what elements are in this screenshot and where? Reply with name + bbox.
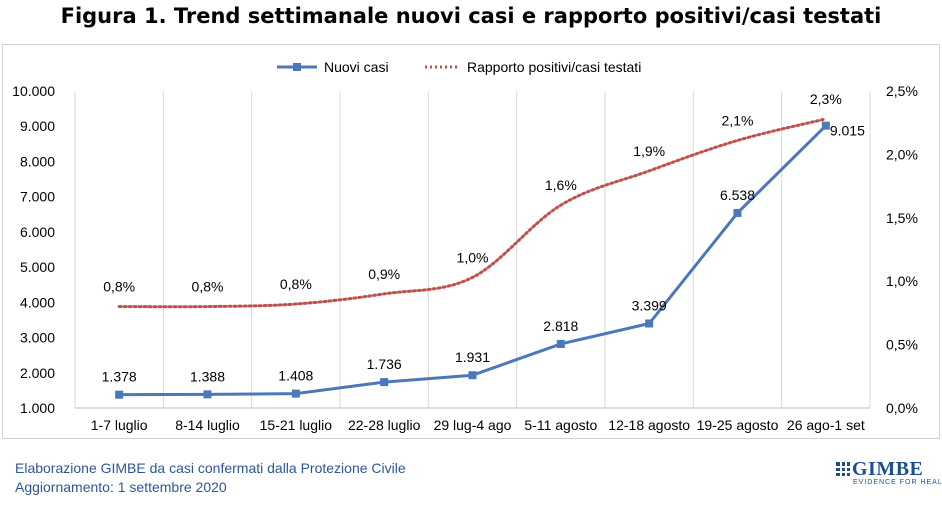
footer-update: Aggiornamento: 1 settembre 2020	[15, 479, 227, 495]
data-point-nuovi-casi	[291, 389, 300, 398]
right-tick-label: 2,0%	[886, 146, 918, 162]
data-label-rapporto: 0,8%	[103, 279, 135, 295]
category-label: 15-21 luglio	[260, 417, 333, 433]
category-label: 8-14 luglio	[175, 417, 240, 433]
data-label-nuovi-casi: 2.818	[543, 318, 578, 334]
category-label: 22-28 luglio	[348, 417, 421, 433]
left-tick-label: 9.000	[20, 118, 55, 134]
data-point-nuovi-casi	[203, 390, 212, 399]
data-label-nuovi-casi: 1.931	[455, 349, 490, 365]
left-tick-label: 5.000	[20, 259, 55, 275]
logo-grid-icon	[836, 462, 850, 476]
data-label-nuovi-casi: 1.388	[190, 368, 225, 384]
data-point-nuovi-casi	[733, 208, 742, 217]
category-label: 19-25 agosto	[697, 417, 779, 433]
footer: Elaborazione GIMBE da casi confermati da…	[15, 459, 406, 497]
data-point-nuovi-casi	[645, 319, 654, 328]
category-label: 5-11 agosto	[524, 417, 597, 433]
category-label: 1-7 luglio	[91, 417, 148, 433]
logo-tagline: EVIDENCE FOR HEALTH	[853, 479, 942, 486]
data-label-rapporto: 1,9%	[633, 143, 665, 159]
data-label-rapporto: 0,8%	[192, 279, 224, 295]
category-label: 26 ago-1 set	[787, 417, 865, 433]
chart-area	[2, 44, 940, 439]
legend-marker-nuovi-casi	[293, 63, 301, 71]
data-point-nuovi-casi	[556, 339, 565, 348]
left-tick-label: 3.000	[20, 330, 55, 346]
left-tick-label: 2.000	[20, 365, 55, 381]
data-label-nuovi-casi: 6.538	[720, 187, 755, 203]
data-point-nuovi-casi	[821, 121, 830, 130]
logo-name: GIMBE	[852, 458, 924, 480]
series-line-rapporto	[117, 117, 828, 309]
data-label-nuovi-casi: 1.408	[278, 368, 313, 384]
category-label: 29 lug-4 ago	[434, 417, 512, 433]
data-label-nuovi-casi: 1.736	[367, 356, 402, 372]
data-point-nuovi-casi	[468, 371, 477, 380]
right-tick-label: 1,5%	[886, 210, 918, 226]
data-point-nuovi-casi	[380, 378, 389, 387]
left-tick-label: 7.000	[20, 189, 55, 205]
right-tick-label: 0,5%	[886, 337, 918, 353]
data-label-rapporto: 2,1%	[722, 112, 754, 128]
chart-plot: 1.000 2.000 3.000 4.000 5.000 6.000 7.000 8.000…	[12, 59, 918, 433]
left-tick-label: 6.000	[20, 224, 55, 240]
left-tick-label: 4.000	[20, 294, 55, 310]
data-label-nuovi-casi: 9.015	[830, 123, 865, 139]
data-label-nuovi-casi: 1.378	[102, 369, 137, 385]
left-tick-label: 1.000	[20, 400, 55, 416]
footer-source: Elaborazione GIMBE da casi confermati da…	[15, 460, 406, 476]
data-label-rapporto: 0,9%	[368, 266, 400, 282]
category-label: 12-18 agosto	[608, 417, 690, 433]
data-label-rapporto: 1,6%	[545, 177, 577, 193]
legend-label-rapporto: Rapporto positivi/casi testati	[467, 59, 641, 75]
data-label-nuovi-casi: 3.399	[632, 298, 667, 314]
gimbe-logo: GIMBE EVIDENCE FOR HEALTH	[836, 458, 942, 486]
right-tick-label: 2,5%	[886, 83, 918, 99]
left-tick-label: 8.000	[20, 153, 55, 169]
data-label-rapporto: 0,8%	[280, 276, 312, 292]
right-tick-label: 1,0%	[886, 273, 918, 289]
right-tick-label: 0,0%	[886, 400, 918, 416]
data-point-nuovi-casi	[115, 390, 124, 399]
chart-title: Figura 1. Trend settimanale nuovi casi e…	[60, 4, 882, 28]
legend-label-nuovi-casi: Nuovi casi	[324, 59, 389, 75]
left-tick-label: 10.000	[12, 83, 55, 99]
data-label-rapporto: 2,3%	[810, 91, 842, 107]
data-label-rapporto: 1,0%	[457, 249, 489, 265]
